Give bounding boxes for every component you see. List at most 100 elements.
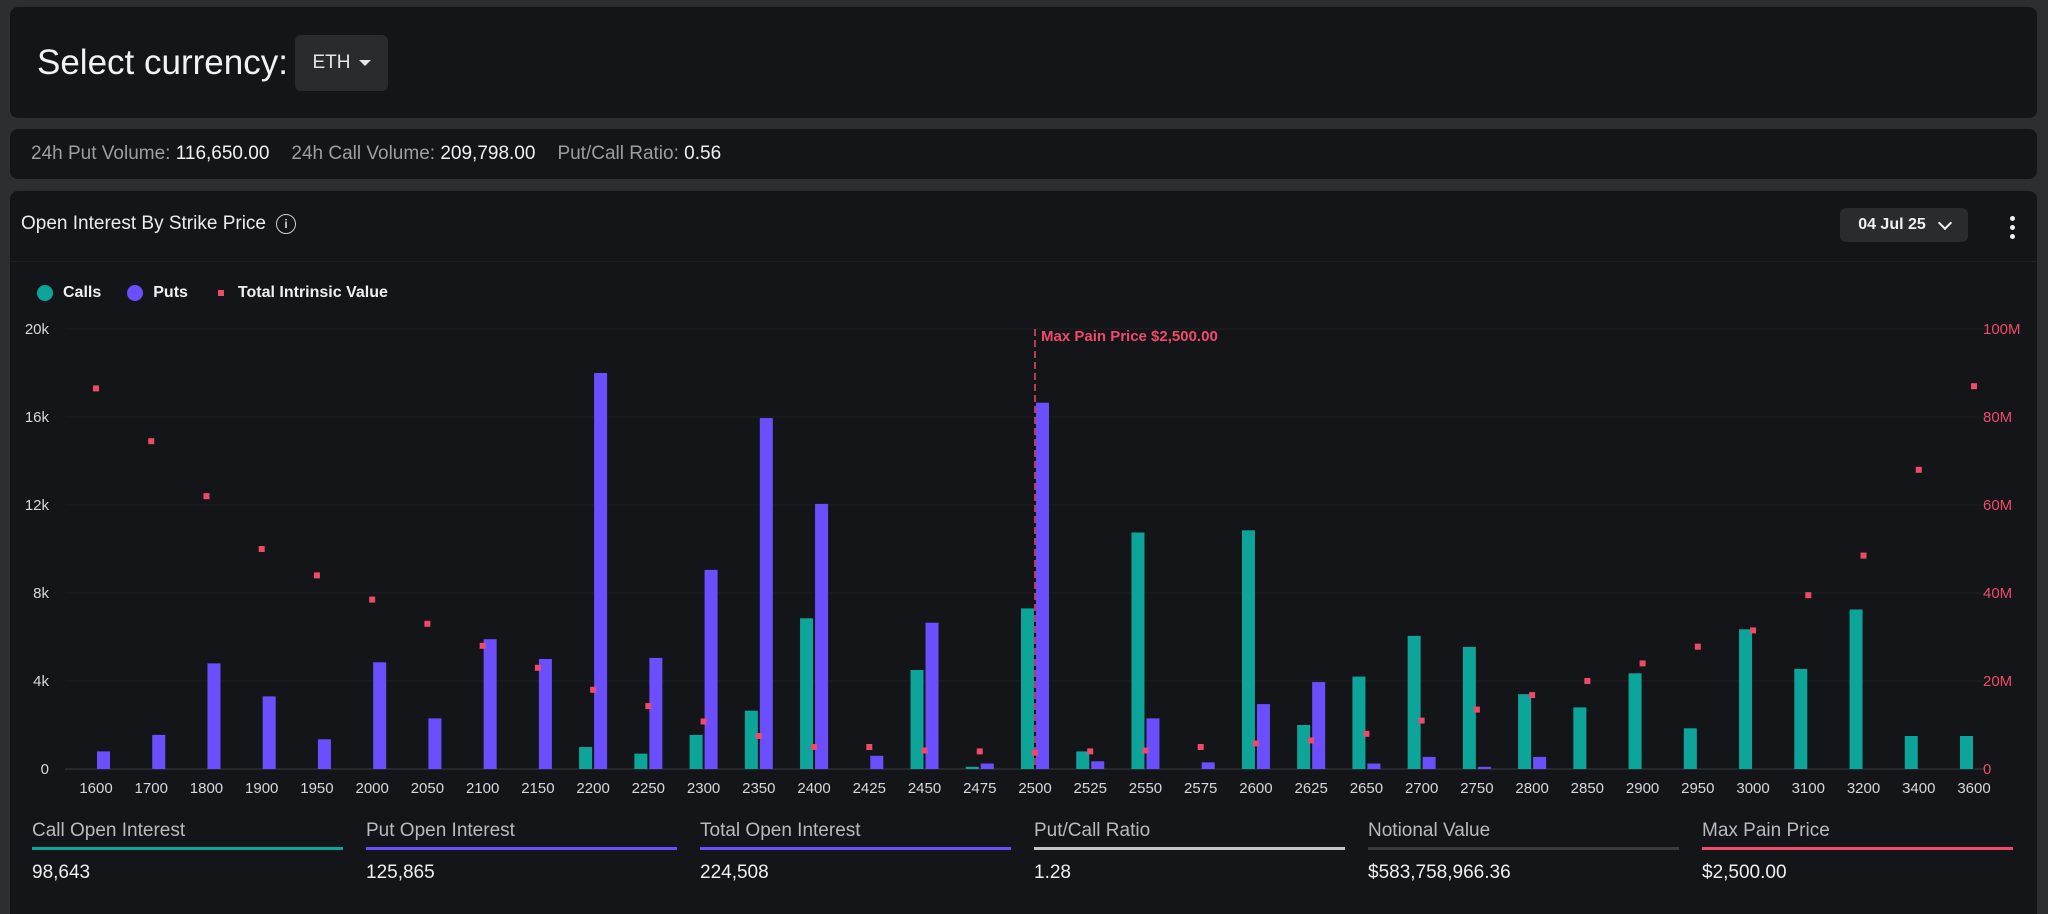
x-tick-label: 1700 — [135, 780, 168, 797]
tiv-point — [1473, 706, 1480, 713]
y-right-tick-label: 40M — [1983, 585, 2012, 602]
tiv-point — [424, 620, 431, 627]
x-tick-label: 1950 — [300, 780, 333, 797]
tiv-point — [921, 747, 928, 754]
y-left-tick-label: 0 — [41, 761, 49, 778]
x-tick-label: 1900 — [245, 780, 278, 797]
expiry-date-value: 04 Jul 25 — [1858, 216, 1926, 233]
x-tick-label: 3000 — [1736, 780, 1769, 797]
tiv-point — [1418, 717, 1425, 724]
puts-bar — [538, 659, 552, 769]
puts-bar — [317, 739, 331, 769]
x-tick-label: 2750 — [1460, 780, 1493, 797]
calls-bar — [1076, 751, 1090, 769]
currency-panel: Select currency: ETH — [10, 7, 2037, 118]
y-right-tick-label: 60M — [1983, 497, 2012, 514]
volume-stats-panel: 24h Put Volume: 116,650.00 24h Call Volu… — [10, 129, 2037, 179]
tiv-point — [369, 596, 376, 603]
metric-notional-value: Notional Value $583,758,966.36 — [1368, 820, 1679, 884]
metric-underline — [366, 847, 677, 850]
tiv-point — [148, 438, 155, 445]
calls-bar — [1131, 532, 1145, 769]
tiv-point — [1694, 643, 1701, 650]
legend-puts[interactable]: Puts — [127, 284, 188, 302]
x-tick-label: 2500 — [1018, 780, 1051, 797]
open-interest-chart: 0 4k 8k 12k 16k 20k 0 20M 40M 60M 80M 100M 1600 1700 1… — [25, 321, 2021, 797]
expiry-date-dropdown[interactable]: 04 Jul 25 — [1840, 208, 1968, 242]
y-right-tick-label: 20M — [1983, 673, 2012, 690]
metric-call-oi: Call Open Interest 98,643 — [32, 820, 343, 884]
stat-put-volume: 24h Put Volume: 116,650.00 — [31, 143, 270, 164]
legend-tiv[interactable]: Total Intrinsic Value — [214, 284, 388, 302]
y-left-tick-label: 12k — [25, 497, 50, 514]
metric-put-oi: Put Open Interest 125,865 — [366, 820, 677, 884]
legend-calls[interactable]: Calls — [37, 284, 101, 302]
tiv-point — [93, 385, 99, 392]
calls-bar — [579, 747, 593, 769]
tiv-point — [590, 686, 597, 693]
tiv-point — [1529, 692, 1536, 699]
calls-bar — [1628, 673, 1642, 769]
x-tick-label: 2425 — [853, 780, 886, 797]
tiv-point — [811, 744, 818, 750]
x-tick-label: 2800 — [1515, 780, 1548, 797]
open-interest-panel: Open Interest By Strike Price i 04 Jul 2… — [10, 191, 2037, 914]
y-left-tick-label: 8k — [33, 585, 49, 602]
puts-bar — [649, 657, 663, 769]
calls-bar — [1960, 736, 1973, 769]
x-tick-label: 2950 — [1681, 780, 1714, 797]
x-tick-label: 2650 — [1350, 780, 1383, 797]
puts-bar — [1256, 704, 1270, 769]
x-tick-label: 2450 — [908, 780, 941, 797]
metric-underline — [1034, 847, 1345, 850]
tiv-point — [1308, 737, 1315, 744]
metric-total-oi: Total Open Interest 224,508 — [700, 820, 1011, 884]
tiv-point — [313, 572, 320, 579]
tiv-point — [1860, 552, 1867, 559]
calls-bar — [1683, 728, 1697, 769]
x-tick-label: 2900 — [1626, 780, 1659, 797]
x-tick-label: 3600 — [1957, 780, 1990, 797]
metric-underline — [32, 847, 343, 850]
x-tick-label: 2200 — [576, 780, 609, 797]
calls-bar — [910, 670, 924, 769]
caret-down-icon — [358, 60, 371, 66]
calls-bar — [1739, 629, 1753, 769]
more-options-icon[interactable] — [1997, 212, 2027, 242]
calls-bar — [1849, 609, 1863, 769]
x-tick-label: 1800 — [190, 780, 223, 797]
y-right-tick-label: 100M — [1983, 321, 2021, 338]
puts-bar — [1533, 756, 1547, 769]
x-tick-label: 2475 — [963, 780, 996, 797]
calls-bar — [965, 766, 979, 769]
currency-dropdown[interactable]: ETH — [295, 35, 388, 91]
metric-underline — [700, 847, 1011, 850]
calls-bar — [1904, 736, 1918, 769]
divider — [10, 261, 2037, 262]
puts-bar — [483, 639, 497, 769]
y-right-tick-label: 80M — [1983, 409, 2012, 426]
tiv-point — [258, 546, 265, 552]
tiv-point — [203, 493, 210, 500]
calls-bar — [1241, 530, 1255, 769]
metric-underline — [1702, 847, 2013, 850]
tiv-point — [1915, 466, 1922, 473]
stat-put-call-ratio: Put/Call Ratio: 0.56 — [557, 143, 722, 164]
puts-bar — [152, 734, 166, 769]
tiv-point — [534, 664, 541, 671]
tiv-point — [1142, 747, 1149, 754]
calls-bar — [1352, 676, 1366, 769]
tiv-point — [1087, 748, 1094, 755]
tiv-point — [755, 733, 762, 739]
calls-bar — [1297, 725, 1311, 769]
info-icon[interactable]: i — [276, 214, 296, 234]
puts-bar — [980, 763, 994, 769]
currency-value: ETH — [312, 52, 351, 73]
x-tick-label: 3200 — [1847, 780, 1880, 797]
tiv-point — [1805, 592, 1812, 599]
tiv-point — [645, 703, 652, 710]
calls-bar — [744, 710, 758, 769]
puts-bar — [1422, 756, 1436, 769]
x-tick-label: 2700 — [1405, 780, 1438, 797]
calls-bar — [1518, 694, 1532, 769]
